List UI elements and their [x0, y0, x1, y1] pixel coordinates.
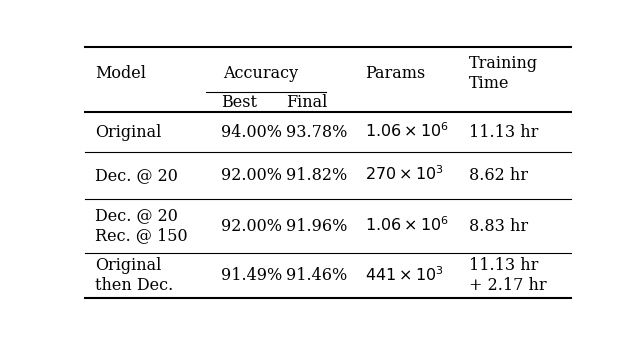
Text: $\mathrm{1.06} \times 10^{6}$: $\mathrm{1.06} \times 10^{6}$	[365, 217, 449, 235]
Text: 92.00%: 92.00%	[221, 166, 282, 184]
Text: + 2.17 hr: + 2.17 hr	[469, 277, 547, 294]
Text: 8.62 hr: 8.62 hr	[469, 166, 529, 184]
Text: 8.83 hr: 8.83 hr	[469, 218, 529, 235]
Text: Final: Final	[286, 94, 327, 111]
Text: 91.82%: 91.82%	[286, 166, 347, 184]
Text: 11.13 hr: 11.13 hr	[469, 257, 539, 274]
Text: Model: Model	[95, 65, 146, 82]
Text: 11.13 hr: 11.13 hr	[469, 123, 539, 141]
Text: $\mathrm{1.06} \times 10^{6}$: $\mathrm{1.06} \times 10^{6}$	[365, 123, 449, 141]
Text: Original: Original	[95, 123, 161, 141]
Text: Original: Original	[95, 257, 161, 274]
Text: 91.49%: 91.49%	[221, 267, 283, 284]
Text: 91.96%: 91.96%	[286, 218, 348, 235]
Text: $\mathrm{441} \times 10^{3}$: $\mathrm{441} \times 10^{3}$	[365, 266, 444, 285]
Text: then Dec.: then Dec.	[95, 277, 173, 294]
Text: Best: Best	[221, 94, 257, 111]
Text: Time: Time	[469, 75, 510, 92]
Text: 94.00%: 94.00%	[221, 123, 282, 141]
Text: 92.00%: 92.00%	[221, 218, 282, 235]
Text: 93.78%: 93.78%	[286, 123, 348, 141]
Text: Params: Params	[365, 65, 426, 82]
Text: Training: Training	[469, 55, 538, 72]
Text: $\mathrm{270} \times 10^{3}$: $\mathrm{270} \times 10^{3}$	[365, 166, 444, 184]
Text: Rec. @ 150: Rec. @ 150	[95, 227, 188, 244]
Text: 91.46%: 91.46%	[286, 267, 347, 284]
Text: Dec. @ 20: Dec. @ 20	[95, 207, 178, 225]
Text: Accuracy: Accuracy	[223, 65, 299, 82]
Text: Dec. @ 20: Dec. @ 20	[95, 166, 178, 184]
